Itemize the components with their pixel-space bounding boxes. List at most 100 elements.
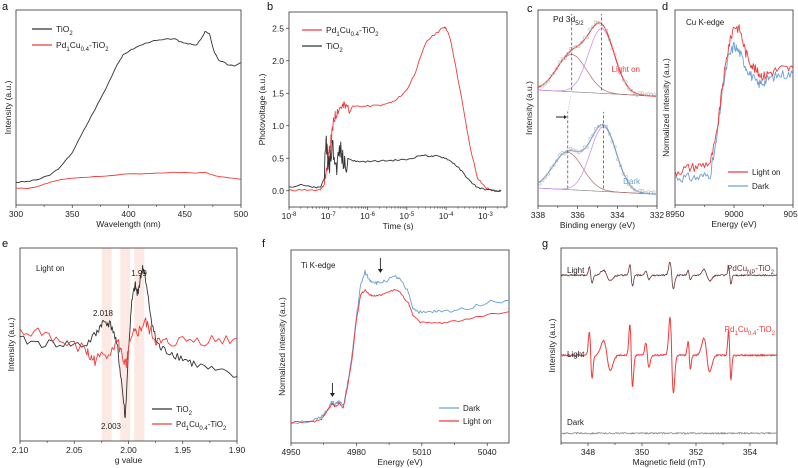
dark-data-point — [630, 185, 634, 189]
light-on-data-point — [591, 25, 595, 29]
panel-e-x-tick-label: 2.00 — [120, 445, 137, 455]
dark-data-point — [549, 166, 553, 170]
series-pdcu-line — [560, 316, 778, 394]
light-on-data-point — [641, 91, 645, 95]
panel-c-x-tick-label: 332 — [650, 210, 664, 220]
panel-g-x-tick-label: 348 — [581, 447, 595, 457]
panel-b-ylabel: Photovoltage (a.u.) — [257, 73, 267, 145]
panel-e-ylabel: Intensity (a.u.) — [6, 317, 16, 371]
light-on-data-point — [555, 67, 559, 71]
light-on-data-point — [557, 60, 562, 64]
light-on-data-point — [643, 93, 648, 97]
highlight-band — [120, 248, 131, 441]
panel-b-x-tick-label: 10-7 — [321, 211, 336, 221]
panel-d-x-tick-label: 9000 — [725, 209, 744, 219]
light-on-data-point — [610, 47, 614, 51]
light-on-data-point — [613, 52, 617, 57]
series-dark-line — [674, 41, 794, 183]
light-on-data-point — [624, 80, 628, 84]
dark-data-point — [574, 149, 578, 153]
panel-label-c: c — [527, 3, 533, 15]
panel-c-x-tick-label: 334 — [610, 210, 624, 220]
panel-g-xlabel: Magnetic field (mT) — [633, 457, 706, 467]
annotation-light-on: Light on — [612, 65, 640, 74]
panel-f-title: Ti K-edge — [301, 261, 336, 270]
panel-d-x-tick-label: 9050 — [784, 209, 798, 219]
dark-data-point — [616, 157, 620, 161]
dark-side-peak — [537, 152, 657, 195]
dark-data-point — [632, 188, 636, 192]
dark-data-point — [591, 133, 595, 138]
annotation-2018: 2.018 — [93, 309, 114, 318]
panel-b-x-tick-label: 10-8 — [282, 211, 297, 221]
dark-data-point — [635, 190, 639, 195]
light-on-data-point — [538, 86, 542, 91]
panel-d-x-tick-label: 8950 — [666, 209, 685, 219]
light-on-data-point — [621, 78, 625, 82]
light-on-data-point — [552, 71, 556, 75]
dark-data-point — [546, 172, 550, 176]
panel-g-x-tick-label: 352 — [689, 447, 703, 457]
light-on-data-point — [566, 52, 570, 56]
light-on-data-point — [549, 73, 553, 78]
light-on-data-point — [630, 89, 634, 93]
label-dark: Dark — [567, 418, 585, 427]
panel-f-x-tick-label: 5010 — [412, 447, 431, 457]
legend-label-pdcu: Pd1Cu0.4-TiO2 — [56, 40, 109, 53]
light-on-data-point — [652, 92, 656, 96]
panel-c-ylabel: Intensity (a.u.) — [524, 81, 534, 135]
light-on-data-point — [596, 20, 600, 24]
series-light-on-line — [290, 288, 510, 424]
light-on-data-point — [646, 92, 650, 96]
panel-c-x-tick-label: 336 — [571, 210, 585, 220]
dark-data-point — [613, 145, 617, 149]
label-light-pdcu: Light — [567, 350, 585, 359]
light-on-main-peak — [538, 28, 657, 97]
panel-e-x-tick-label: 1.90 — [229, 445, 246, 455]
panel-c-x-tick-label: 338 — [531, 210, 545, 220]
light-on-data-point — [563, 56, 567, 60]
light-on-data-point — [577, 44, 581, 48]
panel-e-xlabel: g value — [115, 455, 143, 465]
light-on-data-point — [580, 41, 584, 45]
dark-data-point — [560, 150, 564, 155]
panel-label-d: d — [662, 1, 668, 13]
legend-label-tio2: TiO2 — [176, 405, 193, 417]
label-pdcu: Pd1Cu0.4-TiO2 — [725, 325, 776, 337]
dark-data-point — [599, 124, 603, 128]
dark-data-point — [552, 163, 556, 167]
dark-data-point — [618, 164, 623, 168]
panel-label-f: f — [262, 238, 266, 250]
series-pdcu-line — [288, 26, 502, 193]
arrow-head — [329, 393, 335, 397]
dark-data-point — [621, 172, 625, 176]
legend-label-dark: Dark — [752, 182, 770, 191]
panel-b-y-tick-label: 0.0 — [272, 186, 284, 196]
light-on-data-point — [546, 79, 550, 83]
dark-data-point — [607, 132, 612, 136]
annotation-dark: Dark — [623, 177, 641, 186]
panel-label-g: g — [542, 238, 548, 250]
panel-b-xlabel: Time (s) — [383, 221, 414, 231]
panel-g-x-tick-label: 350 — [635, 447, 649, 457]
dark-data-point — [585, 145, 589, 149]
dark-data-point — [588, 137, 592, 141]
dark-data-point — [563, 152, 567, 156]
dark-data-point — [610, 139, 614, 144]
legend-label-light-on: Light on — [752, 168, 780, 177]
panel-label-a: a — [2, 1, 9, 13]
series-dark-line — [560, 432, 778, 435]
panel-label-b: b — [267, 1, 273, 13]
highlight-band — [134, 248, 145, 441]
light-on-data-point — [593, 20, 598, 24]
panel-a-ylabel: Intensity (a.u.) — [3, 80, 13, 134]
light-on-data-point — [543, 82, 548, 86]
series-pdcu-np-line — [560, 261, 778, 290]
panel-a-x-tick-label: 450 — [178, 209, 192, 219]
panel-c-title: Pd 3d5/2 — [553, 14, 584, 27]
annotation-199: 1.99 — [131, 269, 147, 278]
panel-g-x-tick-label: 354 — [743, 447, 757, 457]
dark-data-point — [652, 190, 656, 194]
panel-d-ylabel: Normalized intensity (a.u.) — [661, 58, 671, 157]
